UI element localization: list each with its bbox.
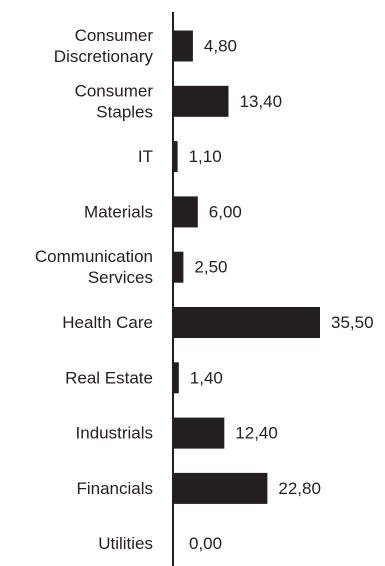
category-label-line: Industrials — [76, 424, 153, 443]
category-label-1: Consumer Staples — [75, 81, 154, 121]
category-label-line: Staples — [96, 102, 153, 121]
bar-7 — [173, 417, 225, 449]
category-label-line: Real Estate — [65, 368, 153, 387]
value-label-1: 13,40 — [240, 92, 283, 111]
category-label-7: Industrials — [76, 424, 153, 443]
category-label-0: Consumer Discretionary — [54, 26, 154, 66]
bar-5 — [173, 307, 320, 338]
category-label-line: Discretionary — [54, 47, 154, 66]
category-label-8: Financials — [76, 479, 153, 498]
value-label-5: 35,50 — [331, 313, 374, 332]
bar-0 — [173, 30, 193, 62]
bar-2 — [173, 141, 178, 173]
bar-3 — [173, 196, 198, 228]
category-labels: Consumer Discretionary Consumer Staples IT Ma… — [35, 26, 154, 553]
value-labels: 4,80 13,40 1,10 6,00 2,50 35,50 1,40 12,40 22,80… — [189, 37, 374, 554]
bar-8 — [173, 472, 268, 504]
category-label-line: Financials — [76, 479, 153, 498]
value-label-3: 6,00 — [209, 202, 242, 221]
value-label-0: 4,80 — [204, 37, 237, 56]
category-label-4: Communication Services — [35, 247, 153, 287]
bar-4 — [173, 251, 184, 283]
category-label-3: Materials — [84, 202, 153, 221]
value-label-8: 22,80 — [278, 479, 321, 498]
category-label-line: Utilities — [98, 534, 153, 553]
bars-group — [173, 30, 320, 504]
category-label-6: Real Estate — [65, 368, 153, 387]
value-label-9: 0,00 — [189, 534, 222, 553]
bar-6 — [173, 362, 179, 394]
value-label-6: 1,40 — [190, 368, 223, 387]
category-label-line: Materials — [84, 202, 153, 221]
value-label-4: 2,50 — [194, 258, 227, 277]
value-label-7: 12,40 — [235, 424, 278, 443]
category-label-line: Services — [88, 268, 153, 287]
category-label-9: Utilities — [98, 534, 153, 553]
bar-1 — [173, 85, 229, 117]
category-label-line: IT — [138, 147, 153, 166]
category-label-2: IT — [138, 147, 153, 166]
category-label-line: Health Care — [62, 313, 153, 332]
category-label-5: Health Care — [62, 313, 153, 332]
value-label-2: 1,10 — [189, 147, 222, 166]
category-label-line: Consumer — [75, 81, 154, 100]
category-label-line: Communication — [35, 247, 153, 266]
category-label-line: Consumer — [75, 26, 154, 45]
